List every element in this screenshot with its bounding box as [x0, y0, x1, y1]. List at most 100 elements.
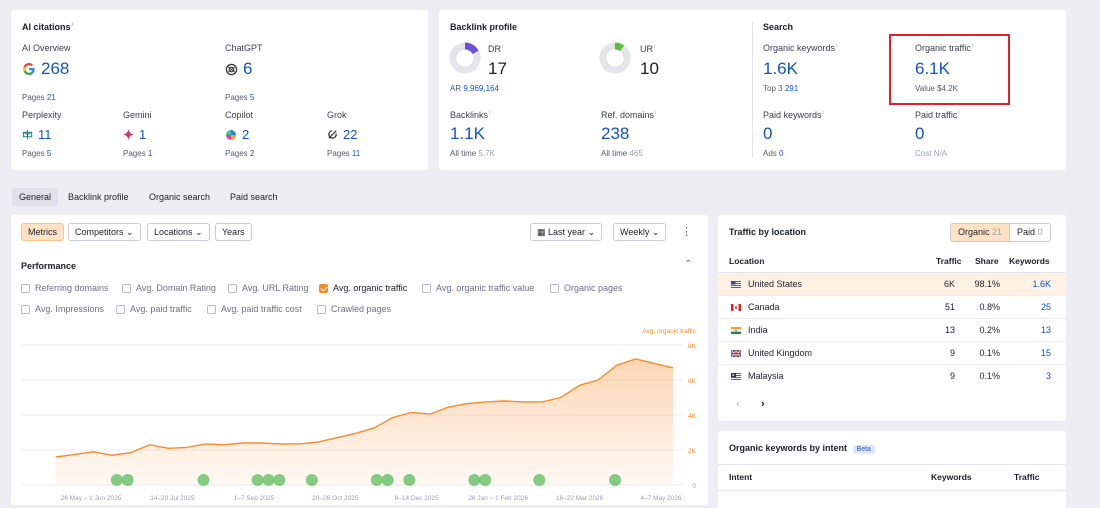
header-share: Share — [975, 256, 999, 266]
paid-keywords-value[interactable]: 0 — [763, 124, 773, 143]
tab-paid-search[interactable]: Paid search — [230, 192, 278, 202]
header-keywords: Keywords — [1009, 256, 1050, 266]
interval-dropdown[interactable]: Weekly ⌄ — [613, 223, 667, 241]
y-tick-label: 8K — [688, 343, 697, 350]
copilot-metric[interactable]: 2 — [225, 127, 249, 142]
gemini-metric[interactable]: 1 — [123, 127, 146, 142]
ai-overview-metric[interactable]: 268 — [22, 59, 69, 79]
tab-backlink-profile[interactable]: Backlink profile — [68, 192, 129, 202]
gemini-label: Gemini — [123, 110, 152, 120]
more-options-icon[interactable]: ⋮ — [681, 226, 692, 238]
toggle-organic[interactable]: Organic 21 — [951, 224, 1010, 241]
checkbox-organic-pages[interactable]: Organic pages — [550, 283, 623, 293]
next-page-chevron-icon[interactable]: › — [761, 398, 765, 410]
header-location: Location — [729, 256, 765, 266]
years-button[interactable]: Years — [215, 223, 252, 241]
y-tick-label: 0 — [692, 483, 696, 490]
checkbox-avg-domain-rating[interactable]: Avg. Domain Rating — [122, 283, 216, 293]
traffic-by-location-title: Traffic by location — [729, 227, 807, 237]
collapse-chevron-icon[interactable]: ⌃ — [684, 259, 693, 270]
uk-flag-icon — [731, 350, 741, 357]
country-name: United Kingdom — [748, 348, 813, 358]
update-marker[interactable] — [468, 474, 481, 486]
header-intent-keywords: Keywords — [931, 472, 972, 482]
traffic-by-location-card: Traffic by location Organic 21 Paid 0 Lo… — [718, 215, 1066, 421]
update-marker[interactable] — [273, 474, 286, 486]
backlinks-value[interactable]: 1.1K — [450, 124, 485, 143]
keywords-link[interactable]: 15 — [1040, 348, 1051, 358]
tab-general[interactable]: General — [12, 188, 59, 206]
chevron-down-icon: ⌄ — [587, 227, 596, 237]
update-marker[interactable] — [121, 474, 134, 486]
dr-label: DRi — [488, 44, 504, 54]
location-row-uk[interactable]: United Kingdom 9 0.1% 15 — [718, 342, 1066, 365]
update-marker[interactable] — [370, 474, 383, 486]
backlinks-all-time: All time 5.7K — [450, 149, 495, 158]
update-marker[interactable] — [609, 474, 622, 486]
keywords-link[interactable]: 1.6K — [1032, 279, 1051, 289]
update-marker[interactable] — [197, 474, 210, 486]
organic-traffic-value[interactable]: 6.1K — [915, 59, 950, 78]
paid-traffic-cost: Cost N/A — [915, 149, 948, 158]
ref-domains-all-time: All time 465 — [601, 149, 643, 158]
location-row-ca[interactable]: Canada 51 0.8% 25 — [718, 296, 1066, 319]
update-marker[interactable] — [533, 474, 546, 486]
organic-keywords-value[interactable]: 1.6K — [763, 59, 798, 78]
share-value: 0.8% — [979, 302, 1000, 312]
organic-keywords-top3: Top 3 291 — [763, 84, 799, 93]
prev-page-chevron-icon[interactable]: ‹ — [736, 398, 740, 410]
checkbox-crawled-pages[interactable]: Crawled pages — [317, 304, 391, 314]
tab-organic-search[interactable]: Organic search — [149, 192, 211, 202]
chatgpt-pages: Pages 5 — [225, 93, 255, 102]
keywords-link[interactable]: 25 — [1040, 302, 1051, 312]
keywords-by-intent-card: Organic keywords by intent Beta Intent K… — [718, 431, 1066, 508]
traffic-area — [56, 359, 673, 485]
organic-traffic-highlight — [889, 34, 1010, 105]
x-tick-label: 1–7 Sep 2025 — [234, 495, 275, 502]
ref-domains-value[interactable]: 238 — [601, 124, 630, 143]
update-marker[interactable] — [381, 474, 394, 486]
location-row-my[interactable]: Malaysia 9 0.1% 3 — [718, 365, 1066, 388]
paid-traffic-value[interactable]: 0 — [915, 124, 925, 143]
checkbox-avg-organic-traffic-value[interactable]: Avg. organic traffic value — [422, 283, 534, 293]
update-marker[interactable] — [262, 474, 275, 486]
copilot-label: Copilot — [225, 110, 254, 120]
update-marker[interactable] — [251, 474, 264, 486]
location-row-us[interactable]: United States 6K 98.1% 1.6K — [718, 273, 1066, 296]
dr-donut — [449, 42, 481, 74]
checkbox-referring-domains[interactable]: Referring domains — [21, 283, 109, 293]
chevron-down-icon: ⌄ — [126, 227, 134, 237]
organic-traffic-value-usd: Value $4.2K — [915, 84, 959, 93]
chatgpt-metric[interactable]: 6 — [225, 59, 252, 79]
metrics-button[interactable]: Metrics — [21, 223, 64, 241]
perplexity-metric[interactable]: 11 — [22, 127, 52, 142]
organic-paid-toggle[interactable]: Organic 21 Paid 0 — [950, 223, 1051, 242]
perplexity-value: 11 — [38, 127, 52, 142]
update-marker[interactable] — [479, 474, 492, 486]
checkbox-avg-paid-traffic[interactable]: Avg. paid traffic — [116, 304, 192, 314]
copilot-pages: Pages 2 — [225, 149, 255, 158]
update-marker[interactable] — [403, 474, 416, 486]
organic-keywords-label: Organic keywordsi — [763, 43, 838, 53]
grok-metric[interactable]: 22 — [327, 127, 357, 142]
paid-keywords-label: Paid keywordsi — [763, 110, 824, 120]
location-row-in[interactable]: India 13 0.2% 13 — [718, 319, 1066, 342]
update-marker[interactable] — [305, 474, 318, 486]
period-dropdown[interactable]: ▦ Last year ⌄ — [530, 223, 603, 241]
keywords-link[interactable]: 13 — [1040, 325, 1051, 335]
traffic-value: 6K — [943, 279, 955, 289]
header-intent-traffic: Traffic — [1014, 472, 1040, 482]
toggle-paid[interactable]: Paid 0 — [1009, 224, 1050, 241]
perplexity-pages: Pages 5 — [22, 149, 52, 158]
keywords-link[interactable]: 3 — [1045, 371, 1051, 381]
competitors-dropdown[interactable]: Competitors ⌄ — [68, 223, 141, 241]
checkbox-avg-impressions[interactable]: Avg. Impressions — [21, 304, 104, 314]
checkbox-avg-paid-traffic-cost[interactable]: Avg. paid traffic cost — [207, 304, 302, 314]
ur-donut — [599, 42, 631, 74]
backlink-search-card: Backlink profile DRi 17 AR 9,969,164 URi… — [439, 10, 1066, 170]
checkbox-avg-url-rating[interactable]: Avg. URL Rating — [228, 283, 309, 293]
locations-dropdown[interactable]: Locations ⌄ — [147, 223, 210, 241]
update-marker[interactable] — [110, 474, 123, 486]
checkbox-avg-organic-traffic[interactable]: Avg. organic traffic — [319, 283, 407, 293]
keywords-by-intent-title: Organic keywords by intent Beta — [729, 443, 875, 454]
